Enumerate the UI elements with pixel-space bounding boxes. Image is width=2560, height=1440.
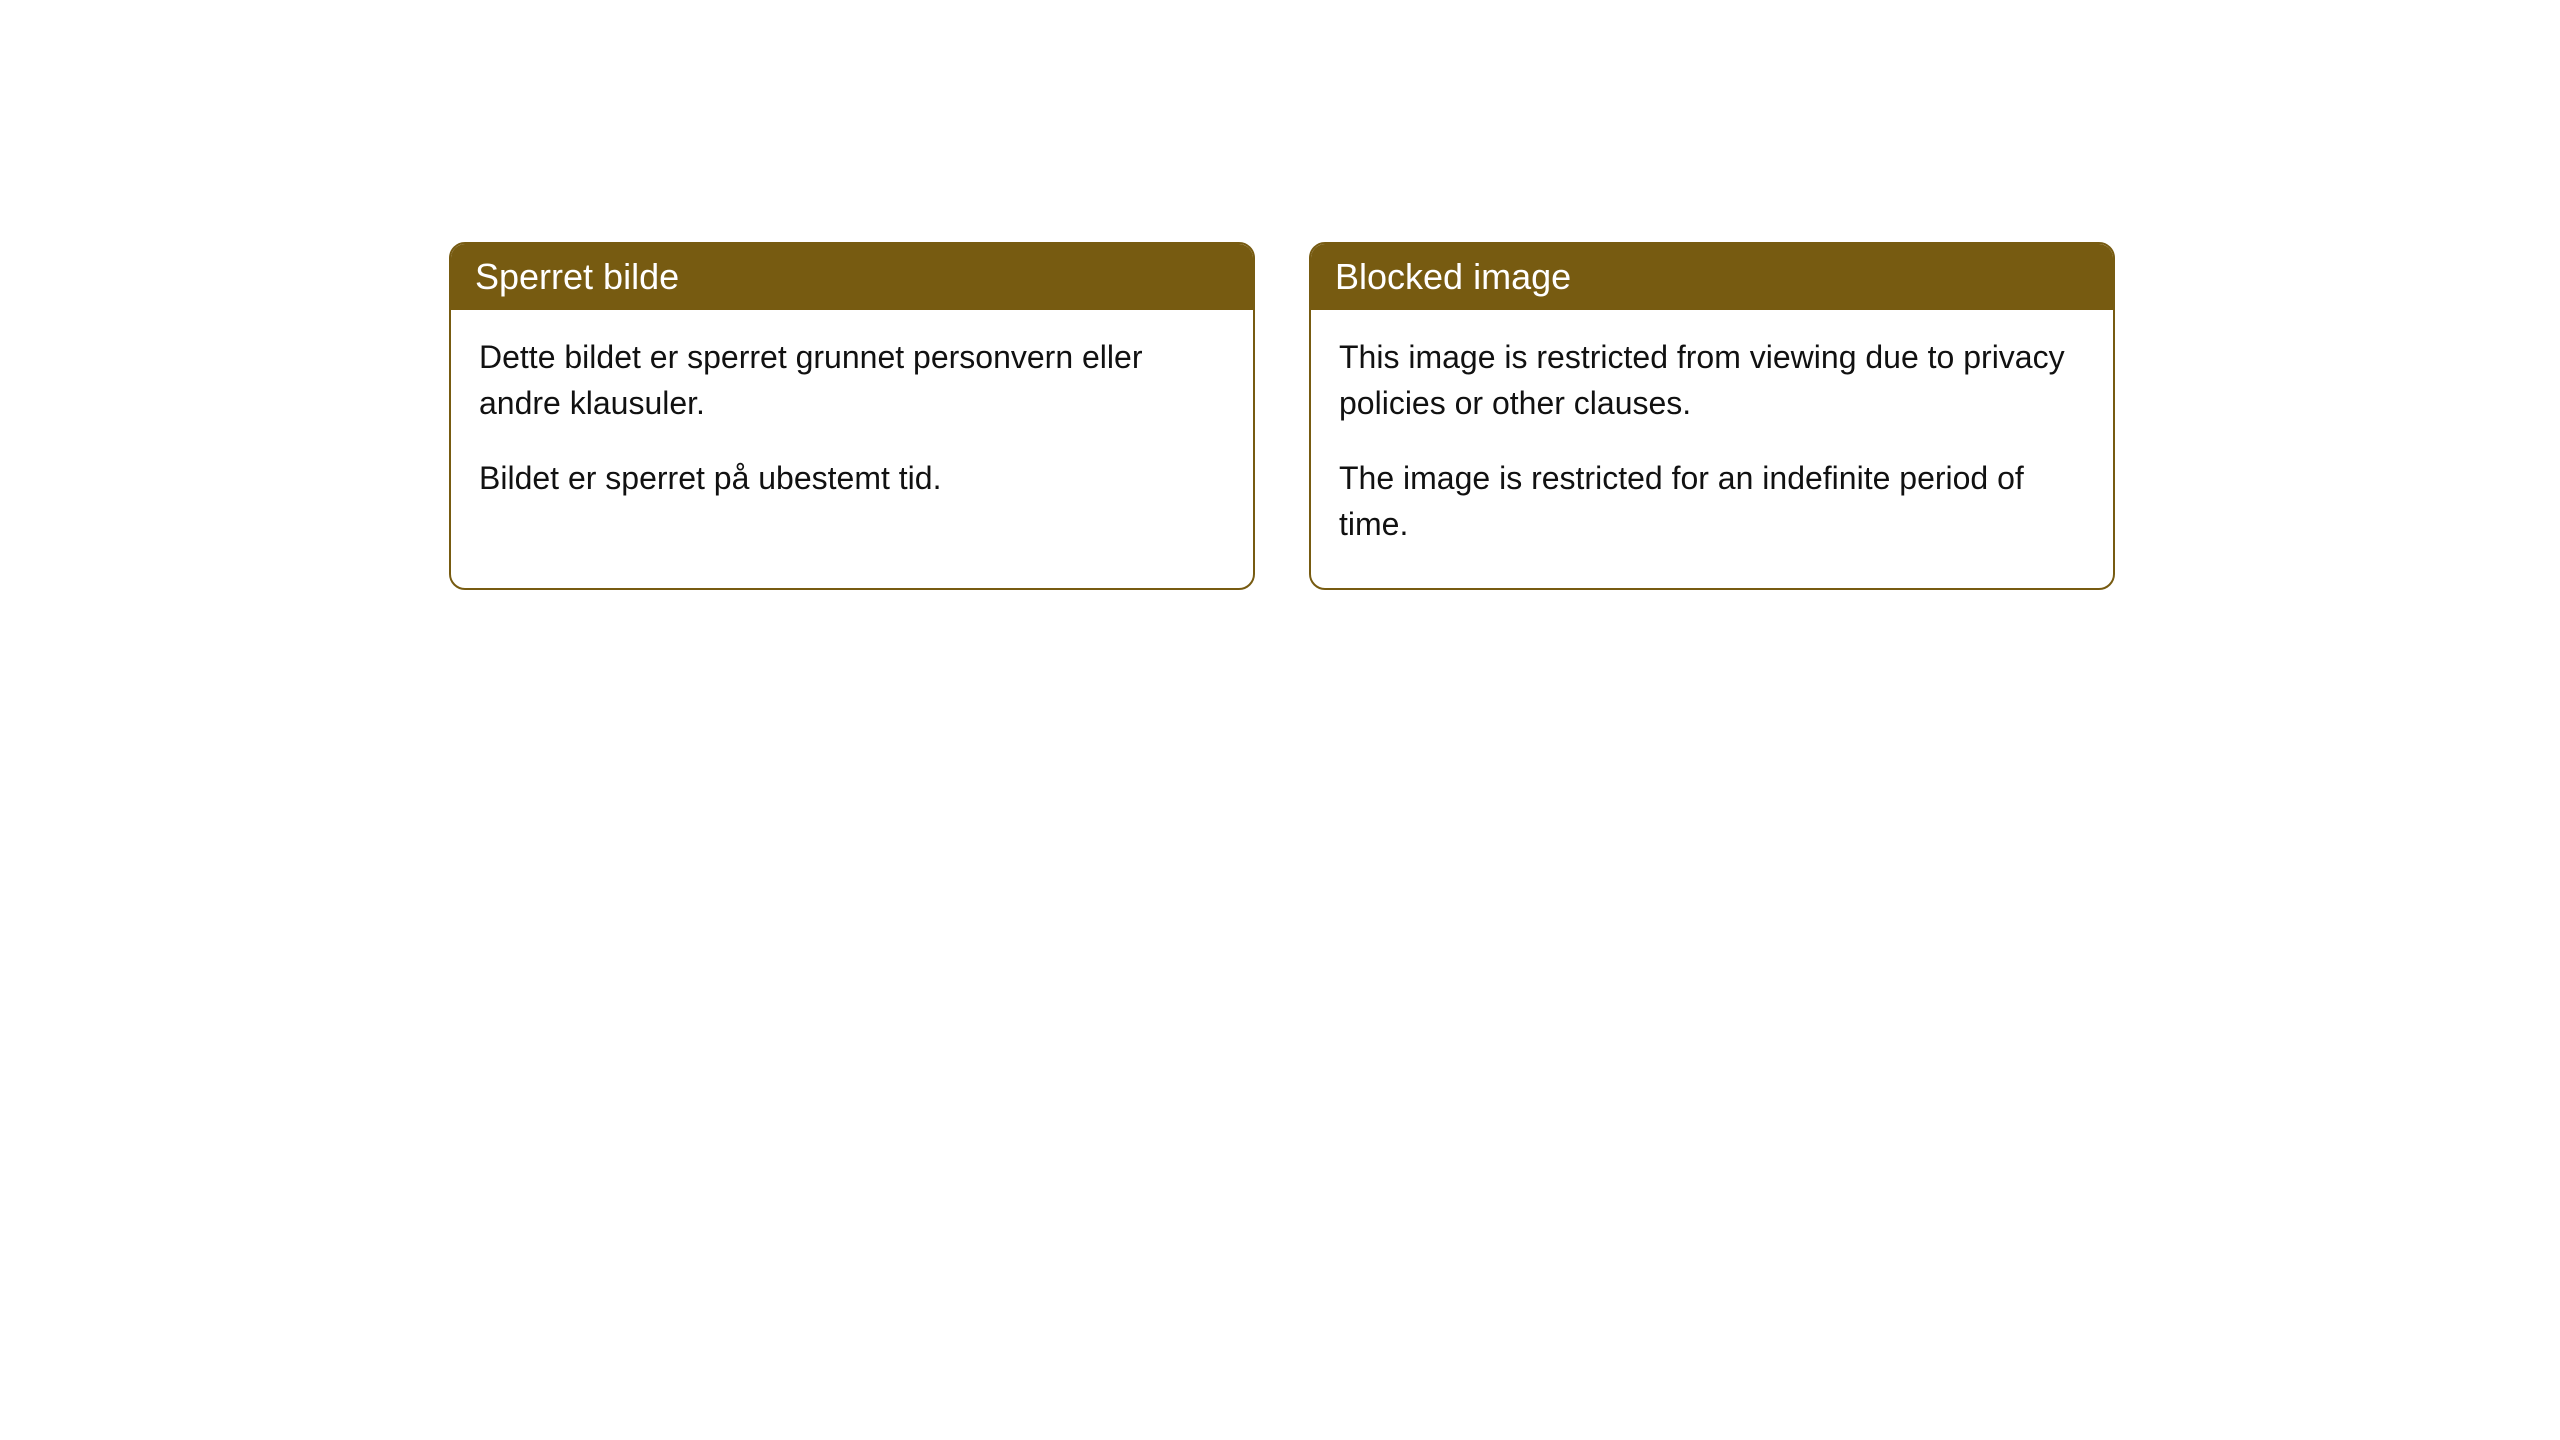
card-paragraph: Bildet er sperret på ubestemt tid. [479, 455, 1225, 501]
notice-cards-container: Sperret bilde Dette bildet er sperret gr… [449, 242, 2115, 590]
blocked-image-card-english: Blocked image This image is restricted f… [1309, 242, 2115, 590]
card-header: Sperret bilde [451, 244, 1253, 310]
card-paragraph: The image is restricted for an indefinit… [1339, 455, 2085, 548]
card-title: Blocked image [1335, 256, 1571, 297]
card-body: This image is restricted from viewing du… [1311, 310, 2113, 588]
card-body: Dette bildet er sperret grunnet personve… [451, 310, 1253, 541]
card-paragraph: This image is restricted from viewing du… [1339, 334, 2085, 427]
card-header: Blocked image [1311, 244, 2113, 310]
card-paragraph: Dette bildet er sperret grunnet personve… [479, 334, 1225, 427]
blocked-image-card-norwegian: Sperret bilde Dette bildet er sperret gr… [449, 242, 1255, 590]
card-title: Sperret bilde [475, 256, 679, 297]
